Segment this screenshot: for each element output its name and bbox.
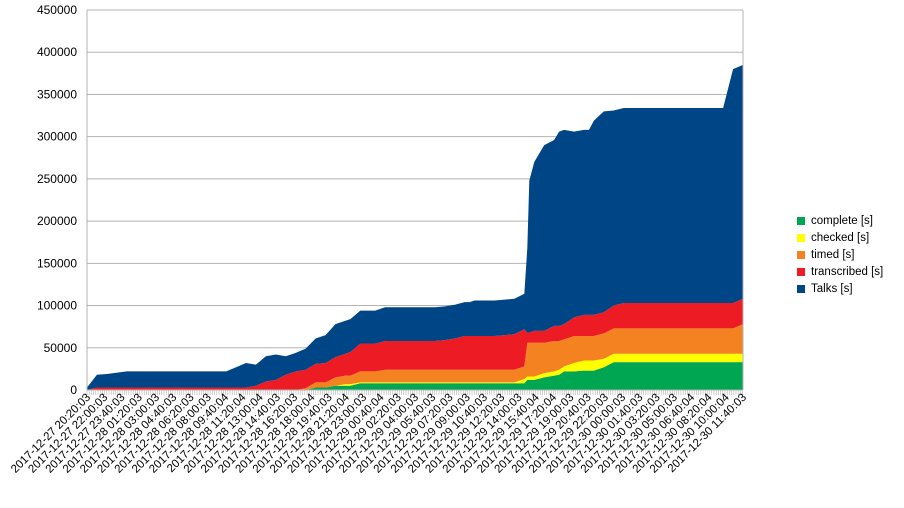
y-tick-label: 0 (70, 383, 77, 397)
gridlines (87, 9, 743, 391)
y-tick-label: 300000 (37, 130, 77, 144)
area-transcribed (87, 298, 743, 390)
legend-swatch (797, 251, 805, 259)
y-tick-label: 100000 (37, 299, 77, 313)
y-tick-label: 150000 (37, 256, 77, 270)
legend: complete [s] checked [s] timed [s] transcri… (797, 213, 883, 298)
legend-item: complete [s] (797, 213, 883, 229)
legend-item: checked [s] (797, 230, 883, 246)
y-axis-tick-labels: 0 50000 100000 150000 200000 250000 300000 3500… (37, 3, 77, 397)
legend-swatch (797, 268, 805, 276)
y-tick-label: 50000 (44, 341, 78, 355)
area-talks (87, 64, 743, 390)
axes (86, 10, 744, 395)
legend-swatch (797, 234, 805, 242)
y-tick-label: 450000 (37, 3, 77, 17)
legend-swatch (797, 217, 805, 225)
area-timed (87, 324, 743, 390)
legend-label: transcribed [s] (811, 266, 884, 278)
legend-label: checked [s] (811, 232, 870, 244)
y-tick-label: 400000 (37, 45, 77, 59)
y-tick-label: 250000 (37, 172, 77, 186)
legend-item: transcribed [s] (797, 264, 883, 280)
area-series (87, 64, 743, 390)
y-tick-label: 350000 (37, 87, 77, 101)
x-axis-tick-marks (86, 390, 743, 395)
area-checked (87, 353, 743, 390)
legend-label: timed [s] (811, 249, 855, 261)
legend-label: complete [s] (811, 215, 873, 227)
legend-label: Talks [s] (811, 283, 853, 295)
y-tick-label: 200000 (37, 214, 77, 228)
legend-swatch (797, 285, 805, 293)
legend-item: timed [s] (797, 247, 883, 263)
area-complete (87, 362, 743, 390)
legend-item: Talks [s] (797, 281, 883, 297)
